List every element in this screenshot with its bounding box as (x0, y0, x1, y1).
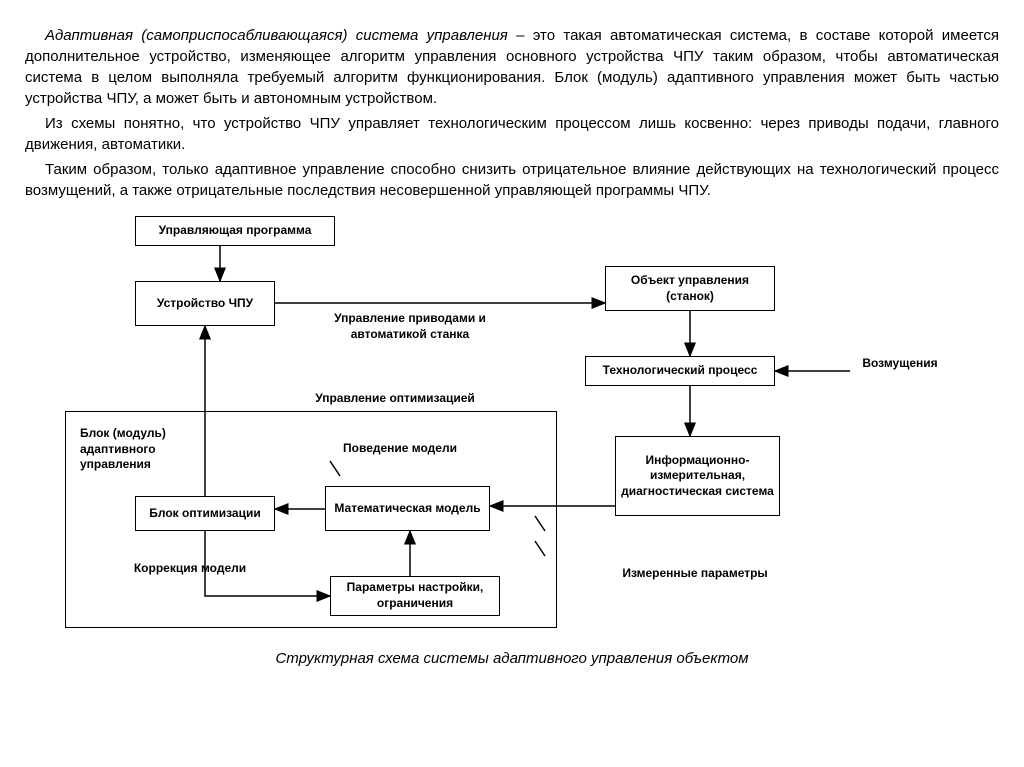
diagram: Управляющая программа Устройство ЧПУ Объ… (25, 216, 995, 646)
node-model: Математическая модель (325, 486, 490, 531)
paragraph-3: Таким образом, только адаптивное управле… (25, 159, 999, 201)
node-opt: Блок оптимизации (135, 496, 275, 531)
p1-lead: Адаптивная (самоприспосабливающаяся) сис… (45, 27, 508, 44)
node-params: Параметры настройки, ограничения (330, 576, 500, 616)
paragraph-2: Из схемы понятно, что устройство ЧПУ упр… (25, 113, 999, 155)
node-object: Объект управления (станок) (605, 266, 775, 311)
label-block: Блок (модуль) адаптивного управления (80, 426, 200, 473)
label-behavior: Поведение модели (330, 441, 470, 457)
label-drives: Управление приводами и автоматикой станк… (310, 311, 510, 342)
label-measured: Измеренные параметры (605, 566, 785, 582)
diagram-caption: Структурная схема системы адаптивного уп… (25, 650, 999, 667)
label-disturb: Возмущения (855, 356, 945, 372)
node-info: Информационно-измерительная, диагностиче… (615, 436, 780, 516)
node-program: Управляющая программа (135, 216, 335, 246)
node-cnc: Устройство ЧПУ (135, 281, 275, 326)
label-correction: Коррекция модели (125, 561, 255, 577)
paragraph-1: Адаптивная (самоприспосабливающаяся) сис… (25, 25, 999, 109)
label-optctrl: Управление оптимизацией (305, 391, 485, 407)
node-process: Технологический процесс (585, 356, 775, 386)
